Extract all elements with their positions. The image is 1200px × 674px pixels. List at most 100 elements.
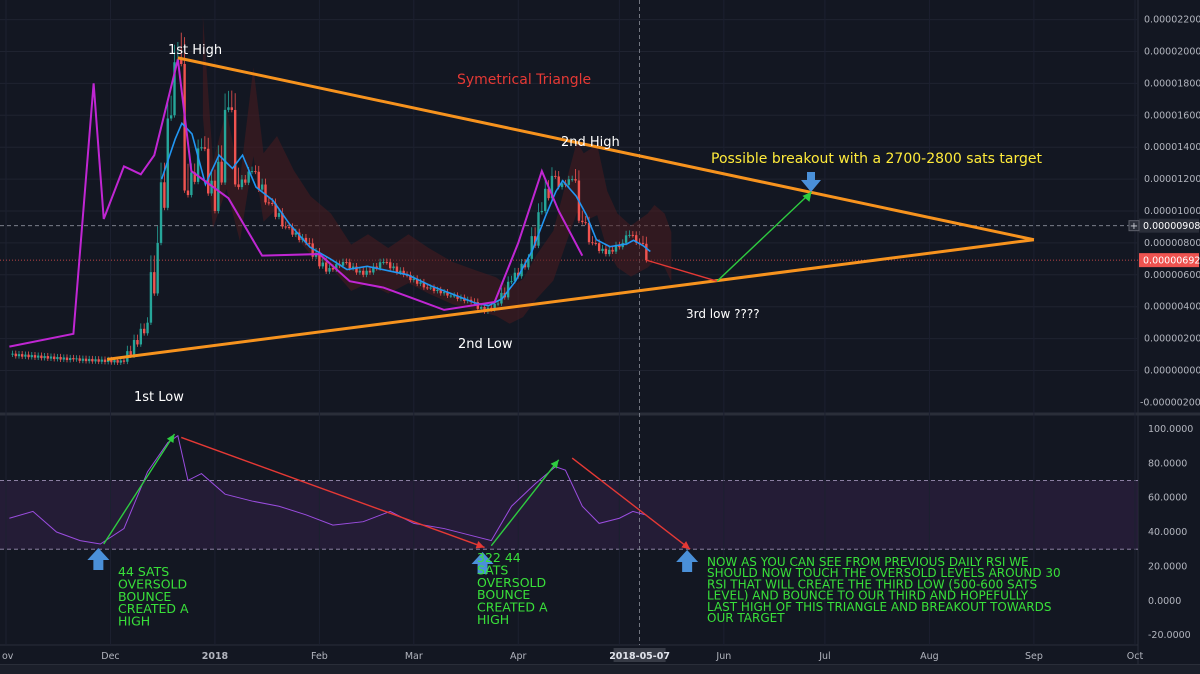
candle-body [271, 203, 274, 205]
candle-body [220, 161, 223, 183]
annotation-label: Possible breakout with a 2700-2800 sats … [711, 151, 1042, 167]
candle-body [331, 267, 335, 270]
candle-body [520, 263, 523, 277]
settings-icon[interactable]: ⚙ [96, 422, 111, 436]
annotation-label: 2nd Low [458, 337, 513, 352]
candle-body [409, 274, 412, 281]
ohlc-close: 0.00000815 [559, 6, 632, 20]
candle-body [49, 356, 53, 359]
rsi-tick-label: 0.0000 [1148, 596, 1181, 607]
indicator-value-3: 0.0000 [223, 25, 259, 37]
candle-body [486, 307, 490, 312]
time-tick-label: 2018 [202, 651, 229, 662]
price-tick-label: -0.00000200 [1140, 397, 1200, 408]
eye-icon[interactable]: ◉ [204, 6, 219, 20]
candle-body [533, 236, 537, 246]
candle-body [375, 266, 378, 269]
candle-body [624, 235, 628, 243]
candle-body [11, 353, 14, 355]
candle-body [557, 176, 560, 188]
candle-body [62, 357, 65, 360]
candle-body [97, 359, 100, 362]
candle-body [24, 354, 27, 357]
candle-body [287, 226, 291, 228]
candle-body [56, 357, 59, 360]
candle-body [176, 59, 180, 63]
rsi-arrow-down-1-head [475, 541, 485, 549]
candle-body [587, 222, 591, 243]
candle-body [106, 359, 110, 363]
candle-body [466, 299, 469, 301]
candle-body [412, 278, 415, 281]
settings-icon[interactable]: ⚙ [220, 6, 235, 20]
candle-body [254, 171, 257, 173]
candle-body [304, 237, 308, 243]
candle-body [52, 356, 56, 360]
rsi-annotation-line: OVERSOLD [477, 575, 546, 590]
candle-body [163, 182, 166, 208]
collapse-icon[interactable]: ◀ [5, 8, 13, 18]
candle-body [308, 242, 311, 244]
more-icon[interactable]: ⋯ [128, 422, 143, 436]
crosshair-date-badge [613, 648, 666, 662]
price-badge [1139, 218, 1199, 233]
ohlc-high: 0.00000815 [377, 6, 451, 20]
candle-body [100, 359, 104, 362]
candle-body [496, 303, 500, 305]
candle-body [618, 245, 621, 248]
series-controls: ◉ ⚙ ✕ ⋯ [204, 6, 267, 20]
candle-body [324, 262, 328, 272]
candle-body [132, 339, 136, 356]
candle-body [119, 360, 122, 363]
candle-body [129, 351, 132, 356]
chart-indicator-icon[interactable] [1056, 6, 1080, 30]
compare-icon[interactable] [1086, 6, 1110, 30]
arrow-up-icon [87, 548, 110, 570]
chevron-down-icon[interactable]: ▾ [130, 25, 136, 37]
candle-body [264, 184, 267, 203]
bottom-toolbar [0, 664, 1200, 674]
time-tick-label: 2018-05-07 [609, 651, 670, 662]
candle-body [244, 179, 247, 183]
rsi-annotation-line: NOW AS YOU CAN SEE FROM PREVIOUS DAILY R… [707, 555, 1029, 569]
ichimoku-cloud [202, 15, 672, 324]
rsi-value: 49.8629 [148, 423, 190, 435]
candle-body [94, 359, 97, 362]
candle-body [479, 306, 483, 309]
candle-body [203, 147, 207, 149]
candle-body [116, 360, 119, 363]
candle-body [169, 115, 173, 119]
rsi-annotation-line: CREATED A [477, 600, 548, 615]
ohlc-low: 0.00000757 [467, 6, 541, 20]
close-icon[interactable]: ✕ [236, 6, 251, 20]
candle-body [75, 358, 78, 360]
candle-body [335, 264, 338, 270]
candle-body [628, 234, 631, 236]
time-tick-label: Aug [920, 651, 939, 662]
ichimoku-tenkan-line [160, 121, 651, 307]
candle-body [186, 190, 190, 196]
price-badge-label: 0.00000908 [1143, 221, 1200, 232]
price-tick-label: 0.00002000 [1144, 46, 1200, 57]
candle-body [523, 263, 527, 268]
close-icon[interactable]: ✕ [112, 422, 127, 436]
symbol-title[interactable]: Verge / Bitcoin, 1D, BITTREX [20, 5, 197, 21]
rsi-label[interactable]: RSI (14, close) [0, 423, 73, 435]
rsi-annotation-line: SHOULD NOW TOUCH THE OVERSOLD LEVELS ARO… [707, 566, 1061, 580]
candle-body [388, 262, 392, 269]
more-icon[interactable]: ⋯ [252, 6, 267, 20]
candle-body [540, 211, 544, 213]
rsi-tick-label: 60.0000 [1148, 493, 1187, 504]
indicator-label[interactable]: Ichimoku (9, 26, 52, 26) [8, 25, 128, 37]
candle-body [544, 188, 547, 211]
candle-body [14, 353, 17, 357]
candle-body [142, 328, 146, 334]
eye-icon[interactable]: ◉ [80, 422, 95, 436]
price-tick-label: 0.00000600 [1144, 270, 1200, 281]
candle-body [436, 289, 439, 291]
ohlc-c-label: C [550, 6, 559, 20]
candle-body [338, 264, 341, 266]
candle-body [368, 270, 372, 273]
